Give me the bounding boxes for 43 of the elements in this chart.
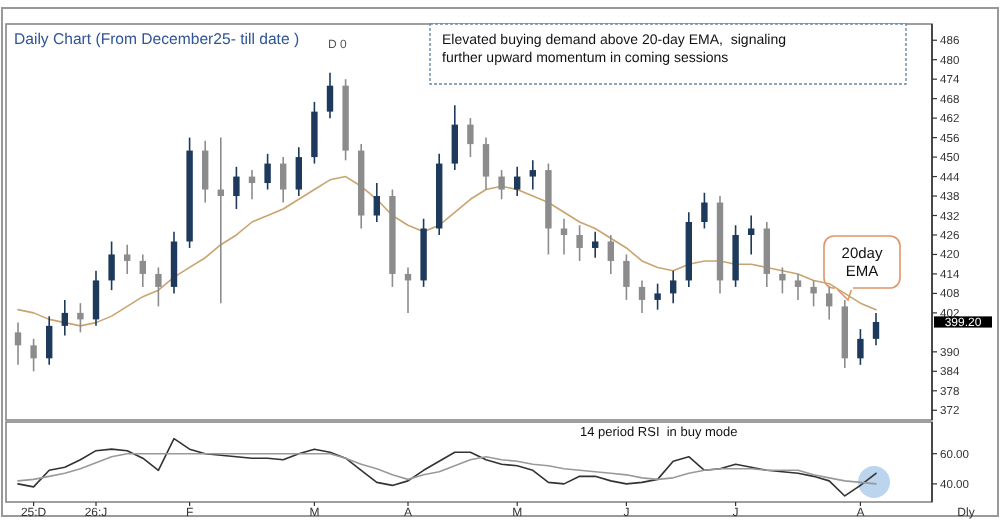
candlestick [779, 266, 786, 295]
candlestick [607, 234, 614, 275]
candlestick [108, 240, 115, 291]
candlestick [202, 140, 209, 204]
candlestick [576, 224, 583, 262]
candlestick [701, 191, 708, 230]
candlestick [280, 156, 287, 204]
candlestick [794, 273, 802, 301]
candlestick [654, 282, 661, 311]
candlestick [264, 153, 271, 191]
candlestick [139, 253, 146, 288]
candlestick [46, 315, 53, 366]
candlestick [311, 101, 318, 165]
candlestick [763, 221, 770, 288]
candlestick [124, 243, 131, 275]
candlestick [14, 321, 22, 366]
candlestick [638, 279, 646, 314]
candlestick [373, 182, 380, 223]
candlestick [467, 117, 474, 158]
candlestick [670, 269, 677, 304]
candlestick [170, 230, 178, 295]
candlestick [233, 166, 240, 210]
candlestick [872, 312, 880, 347]
candlestick [92, 269, 100, 327]
candlestick [451, 104, 458, 171]
candlestick [326, 71, 334, 119]
candlestick [857, 328, 864, 366]
candlestick [514, 166, 521, 197]
candlestick [560, 217, 568, 256]
candlestick [482, 136, 490, 191]
candlestick [732, 224, 739, 288]
candlestick [295, 146, 302, 197]
candlestick [529, 159, 536, 191]
candlestick [30, 338, 37, 373]
candlestick [623, 253, 630, 301]
candlestick [826, 286, 833, 321]
candlestick [592, 230, 599, 259]
candlestick [748, 214, 755, 256]
candlestick [155, 266, 162, 308]
candlestick [77, 302, 84, 334]
candlestick [498, 169, 505, 201]
candlestick [61, 299, 68, 337]
candlestick [810, 279, 817, 308]
